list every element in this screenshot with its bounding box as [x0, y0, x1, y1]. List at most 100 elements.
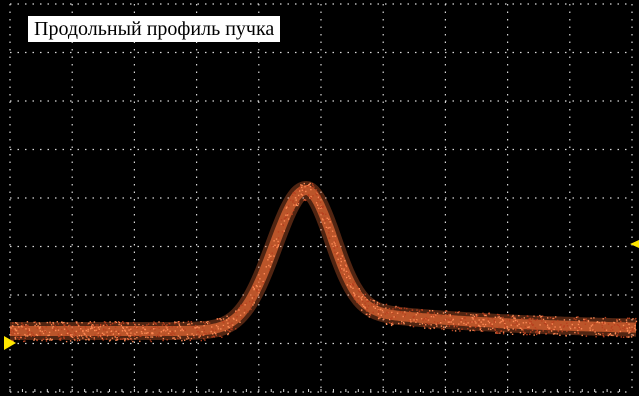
trace-noise-dot: [189, 339, 191, 342]
trace-noise-dot: [78, 335, 81, 337]
trace-noise-dot: [258, 292, 260, 294]
trace-noise-dot: [467, 328, 469, 330]
trace-noise-dot: [521, 317, 523, 320]
trace-noise-dot: [122, 326, 124, 329]
trace-noise-dot: [443, 326, 445, 328]
trace-noise-dot: [253, 302, 255, 304]
trace-noise-dot: [253, 296, 255, 298]
trace-noise-dot: [625, 336, 628, 338]
trace-noise-dot: [411, 309, 413, 311]
trace-noise-dot: [241, 304, 244, 306]
trace-noise-dot: [25, 324, 27, 326]
trace-noise-dot: [400, 307, 402, 310]
trace-noise-dot: [430, 314, 432, 316]
trace-noise-dot: [322, 213, 324, 215]
trace-noise-dot: [23, 340, 25, 343]
trace-noise-dot: [512, 315, 514, 318]
trace-noise-dot: [591, 324, 594, 326]
trace-noise-dot: [366, 313, 369, 315]
trace-noise-dot: [158, 327, 160, 329]
trace-noise-dot: [554, 326, 556, 328]
trace-noise-dot: [163, 329, 165, 331]
trace-noise-dot: [219, 318, 221, 320]
trace-noise-dot: [187, 323, 189, 326]
trace-noise-dot: [492, 327, 494, 330]
trace-noise-dot: [283, 230, 285, 232]
trace-noise-dot: [379, 317, 381, 319]
trace-noise-dot: [574, 327, 576, 329]
trace-noise-dot: [352, 287, 354, 289]
trace-noise-dot: [50, 324, 53, 326]
trace-noise-dot: [527, 328, 529, 330]
trace-noise-dot: [221, 336, 223, 338]
trace-noise-dot: [310, 188, 312, 191]
trace-noise-dot: [490, 324, 492, 326]
trace-noise-dot: [545, 324, 547, 326]
trace-noise-dot: [491, 325, 493, 328]
trace-noise-dot: [105, 329, 107, 331]
trace-noise-dot: [253, 288, 255, 290]
trace-noise-dot: [298, 201, 300, 203]
trace-noise-dot: [584, 323, 587, 325]
trace-noise-dot: [566, 330, 568, 332]
trace-noise-dot: [182, 329, 184, 332]
trace-noise-dot: [447, 321, 450, 323]
trace-noise-dot: [320, 206, 322, 209]
trace-noise-dot: [364, 302, 366, 304]
trace-noise-dot: [493, 321, 496, 323]
trace-noise-dot: [321, 212, 323, 214]
trace-noise-dot: [127, 323, 129, 325]
trace-noise-dot: [340, 256, 342, 258]
trace-noise-dot: [103, 329, 105, 331]
trace-noise-dot: [612, 329, 614, 331]
trace-noise-dot: [226, 319, 228, 321]
trace-noise-dot: [427, 312, 430, 314]
trace-noise-dot: [635, 329, 637, 331]
trace-noise-dot: [75, 333, 77, 335]
trace-noise-dot: [294, 192, 296, 195]
trace-noise-dot: [619, 330, 622, 333]
trace-noise-dot: [63, 324, 65, 326]
trace-noise-dot: [191, 333, 193, 335]
trace-noise-dot: [626, 330, 629, 332]
trace-noise-dot: [196, 328, 198, 330]
trace-noise-dot: [63, 325, 66, 327]
trace-noise-dot: [593, 323, 596, 325]
trace-noise-dot: [596, 321, 599, 323]
trace-noise-dot: [307, 193, 310, 196]
trace-noise-dot: [428, 327, 430, 329]
trace-noise-dot: [390, 318, 392, 320]
trace-noise-dot: [160, 335, 162, 337]
trace-noise-dot: [472, 318, 474, 320]
trace-noise-dot: [59, 335, 61, 337]
trace-noise-dot: [474, 320, 476, 323]
trace-noise-dot: [387, 312, 389, 314]
trace-noise-dot: [634, 327, 636, 330]
trace-noise-dot: [156, 325, 159, 328]
trace-noise-dot: [473, 321, 475, 323]
trace-noise-dot: [45, 338, 48, 341]
trace-noise-dot: [172, 337, 174, 339]
trace-noise-dot: [145, 332, 148, 334]
trace-noise-dot: [336, 245, 338, 248]
trace-noise-dot: [85, 329, 87, 332]
trace-noise-dot: [550, 324, 553, 326]
trace-noise-dot: [616, 334, 619, 336]
trace-noise-dot: [283, 217, 286, 220]
trace-noise-dot: [76, 322, 78, 324]
trace-noise-dot: [440, 325, 443, 327]
trace-noise-dot: [586, 319, 588, 322]
trace-noise-dot: [346, 276, 348, 279]
trace-noise-dot: [24, 337, 26, 339]
trace-noise-dot: [416, 312, 419, 314]
trace-noise-dot: [84, 333, 86, 335]
trace-noise-dot: [625, 319, 628, 321]
trace-noise-dot: [128, 336, 131, 338]
trace-noise-dot: [36, 334, 39, 337]
trace-noise-dot: [597, 332, 600, 335]
trace-noise-dot: [544, 321, 547, 323]
trace-noise-dot: [523, 317, 525, 319]
trace-noise-dot: [267, 259, 269, 261]
trace-noise-dot: [552, 317, 554, 320]
trace-noise-dot: [182, 321, 185, 324]
